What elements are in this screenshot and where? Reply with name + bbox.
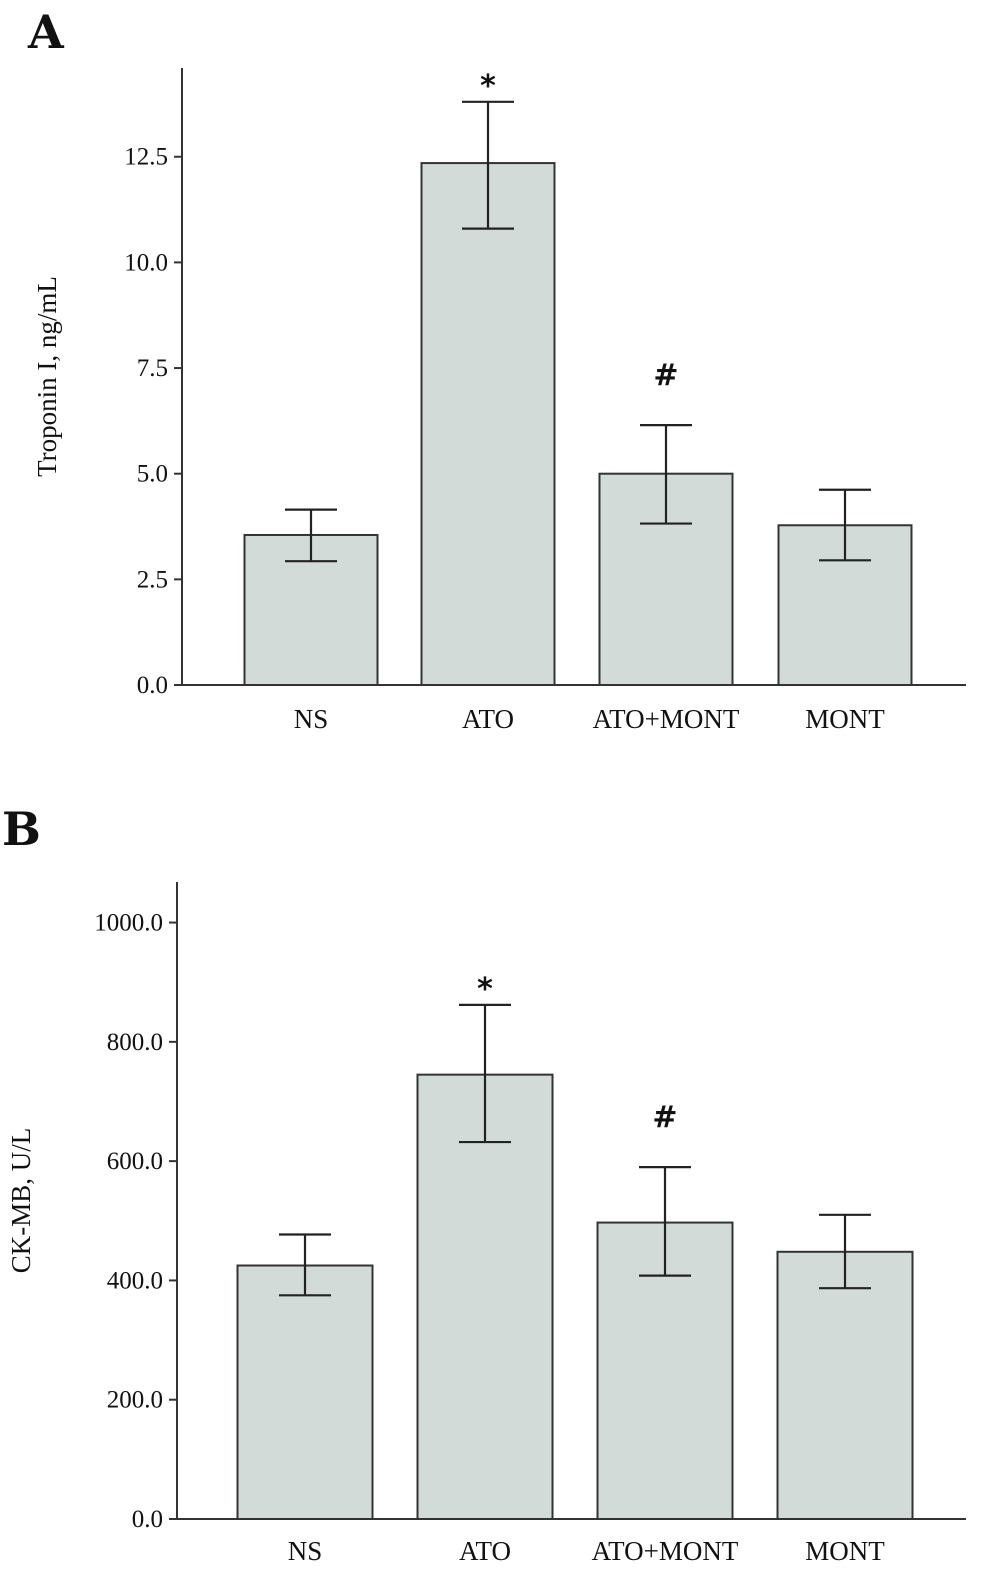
- x-category-label: ATO: [462, 704, 514, 734]
- y-tick-label: 12.5: [124, 144, 168, 171]
- significance-mark: *: [477, 972, 493, 1007]
- significance-mark: #: [652, 1100, 677, 1135]
- panel-a-chart: A 0.0 2.5 5.0 7.5 10.0 12.5 Troponin I, ng/mL NS…: [27, 5, 966, 734]
- y-tick-label: 0.0: [137, 672, 168, 699]
- x-category-label: NS: [294, 704, 329, 734]
- y-tick-label: 7.5: [137, 355, 168, 382]
- x-category-label: ATO+MONT: [592, 1536, 739, 1566]
- y-axis-title: CK-MB, U/L: [6, 1128, 36, 1274]
- bar-ato: [420, 162, 556, 686]
- x-category-label: MONT: [805, 704, 885, 734]
- panel-letter: B: [2, 802, 41, 856]
- y-tick-label: 200.0: [107, 1387, 163, 1414]
- significance-mark: *: [480, 69, 496, 104]
- y-tick-label: 5.0: [137, 461, 168, 488]
- x-category-label: ATO: [459, 1536, 511, 1566]
- significance-mark: #: [653, 358, 678, 393]
- y-tick-label: 800.0: [107, 1029, 163, 1056]
- bar-mont: [776, 1250, 914, 1521]
- y-tick-label: 2.5: [137, 566, 168, 593]
- x-category-label: MONT: [805, 1536, 885, 1566]
- y-tick-label: 0.0: [132, 1506, 163, 1533]
- y-tick-label: 1000.0: [94, 910, 163, 937]
- panel-b-chart: B 0.0 200.0 400.0 600.0 800.0 1000.0 CK-MB, U/L…: [2, 802, 966, 1566]
- y-axis-title: Troponin I, ng/mL: [32, 276, 62, 477]
- panel-letter: A: [27, 5, 65, 59]
- x-category-label: ATO+MONT: [593, 704, 740, 734]
- bar-ns: [236, 1264, 374, 1521]
- y-tick-label: 10.0: [124, 249, 168, 276]
- y-tick-label: 600.0: [107, 1148, 163, 1175]
- bar-ato: [416, 1073, 554, 1520]
- y-tick-label: 400.0: [107, 1267, 163, 1294]
- x-category-label: NS: [288, 1536, 323, 1566]
